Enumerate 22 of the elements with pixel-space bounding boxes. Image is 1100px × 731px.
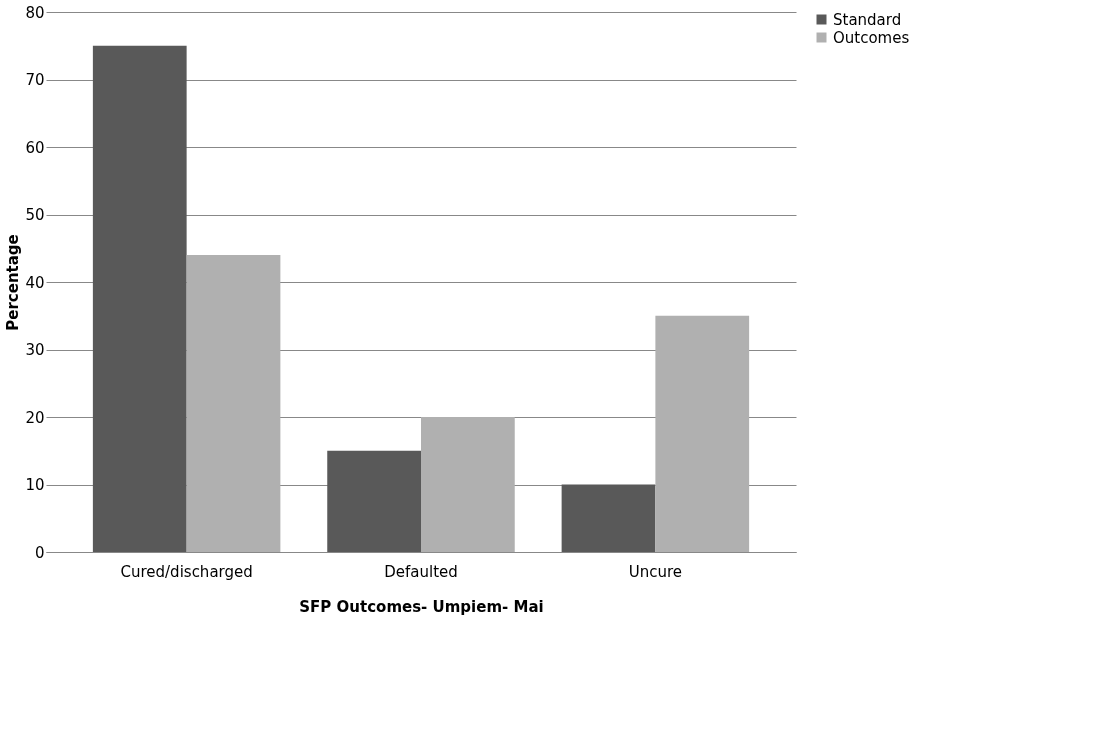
y-tick-label: 20 (25, 408, 45, 427)
y-tick-label: 60 (25, 138, 45, 157)
y-tick-label: 0 (34, 543, 45, 562)
bar (421, 417, 515, 552)
y-tick-label: 50 (25, 206, 45, 224)
legend-label: Outcomes (833, 28, 910, 47)
legend-label: Standard (833, 10, 902, 29)
bar (327, 450, 421, 552)
y-tick-label: 40 (25, 273, 45, 292)
bar (561, 484, 656, 552)
y-tick-label: 30 (25, 341, 45, 359)
bar (92, 45, 187, 552)
y-tick-label: 70 (25, 71, 45, 89)
x-tick-label: Defaulted (384, 562, 458, 581)
bar (186, 255, 281, 552)
x-axis-title: SFP Outcomes- Umpiem- Mai (299, 597, 544, 616)
x-tick-label: Cured/discharged (120, 562, 253, 581)
x-tick-label: Uncure (628, 562, 683, 581)
y-tick-label: 80 (25, 3, 45, 22)
y-tick-label: 10 (25, 476, 45, 494)
y-axis-title: Percentage (4, 234, 23, 331)
bar (655, 315, 750, 552)
